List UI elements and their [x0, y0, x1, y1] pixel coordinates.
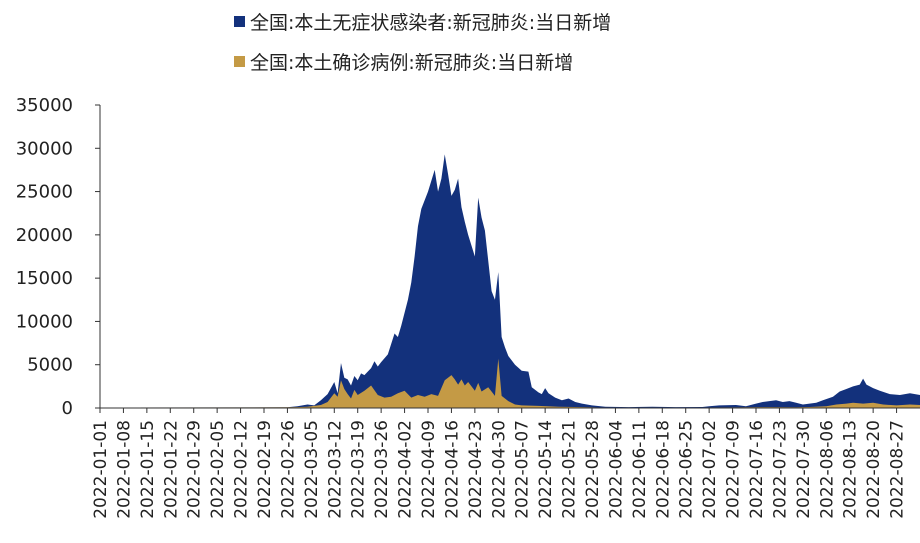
x-tick-label: 2022-08-06 — [817, 420, 837, 519]
x-tick-label: 2022-05-28 — [583, 420, 603, 519]
series-layer — [100, 154, 920, 408]
x-tick-label: 2022-07-02 — [700, 420, 720, 519]
x-tick-label: 2022-06-11 — [630, 420, 650, 519]
y-tick-label: 0 — [62, 398, 73, 419]
y-tick-label: 25000 — [16, 182, 73, 203]
x-tick-label: 2022-02-19 — [255, 420, 275, 519]
x-tick-label: 2022-04-16 — [442, 420, 462, 519]
x-tick-label: 2022-04-02 — [396, 420, 416, 519]
y-tick-label: 5000 — [27, 355, 73, 376]
x-tick-label: 2022-01-29 — [185, 420, 205, 519]
x-tick-label: 2022-02-26 — [278, 420, 298, 519]
x-tick-label: 2022-05-14 — [536, 420, 556, 519]
x-tick-label: 2022-07-16 — [747, 420, 767, 519]
x-tick-label: 2022-05-07 — [513, 420, 533, 519]
axis-layer: 0 5000 10000 15000 20000 25000 30000 35000 2022-… — [16, 95, 920, 519]
x-tick-label: 2022-03-05 — [302, 420, 322, 519]
x-tick-label: 2022-08-13 — [841, 420, 861, 519]
legend-swatch-asymptomatic — [234, 15, 245, 27]
y-tick-label: 30000 — [16, 138, 73, 159]
series-area-1 — [100, 154, 920, 408]
x-tick-label: 2022-08-27 — [888, 420, 908, 519]
x-tick-label: 2022-07-23 — [770, 420, 790, 519]
y-tick-label: 10000 — [16, 311, 73, 332]
x-tick-label: 2022-06-18 — [653, 420, 673, 519]
x-tick-label: 2022-03-26 — [372, 420, 392, 519]
y-tick-label: 15000 — [16, 268, 73, 289]
legend-item-asymptomatic: 全国:本土无症状感染者:新冠肺炎:当日新增 — [234, 7, 611, 35]
x-tick-label: 2022-06-04 — [606, 420, 626, 519]
legend-label-asymptomatic: 全国:本土无症状感染者:新冠肺炎:当日新增 — [250, 11, 612, 34]
x-tick-label: 2022-06-25 — [677, 420, 697, 519]
x-tick-label: 2022-01-15 — [138, 420, 158, 519]
x-tick-label: 2022-07-30 — [794, 420, 814, 519]
y-tick-label: 20000 — [16, 225, 73, 246]
x-tick-label: 2022-03-12 — [325, 420, 345, 519]
x-tick-label: 2022-04-09 — [419, 420, 439, 519]
legend-item-confirmed: 全国:本土确诊病例:新冠肺炎:当日新增 — [234, 47, 573, 75]
x-tick-label: 2022-02-12 — [232, 420, 252, 519]
x-tick-label: 2022-04-30 — [489, 420, 509, 519]
x-tick-label: 2022-08-20 — [864, 420, 884, 519]
x-tick-label: 2022-01-01 — [91, 420, 111, 519]
x-tick-label: 2022-04-23 — [466, 420, 486, 519]
x-tick-label: 2022-01-08 — [114, 420, 134, 519]
legend-swatch-confirmed — [234, 55, 245, 67]
x-tick-label: 2022-02-05 — [208, 420, 228, 519]
y-tick-label: 35000 — [16, 95, 73, 116]
x-tick-label: 2022-05-21 — [560, 420, 580, 519]
x-tick-label: 2022-07-09 — [724, 420, 744, 519]
legend-label-confirmed: 全国:本土确诊病例:新冠肺炎:当日新增 — [250, 51, 574, 74]
x-tick-label: 2022-03-19 — [349, 420, 369, 519]
x-tick-label: 2022-01-22 — [161, 420, 181, 519]
